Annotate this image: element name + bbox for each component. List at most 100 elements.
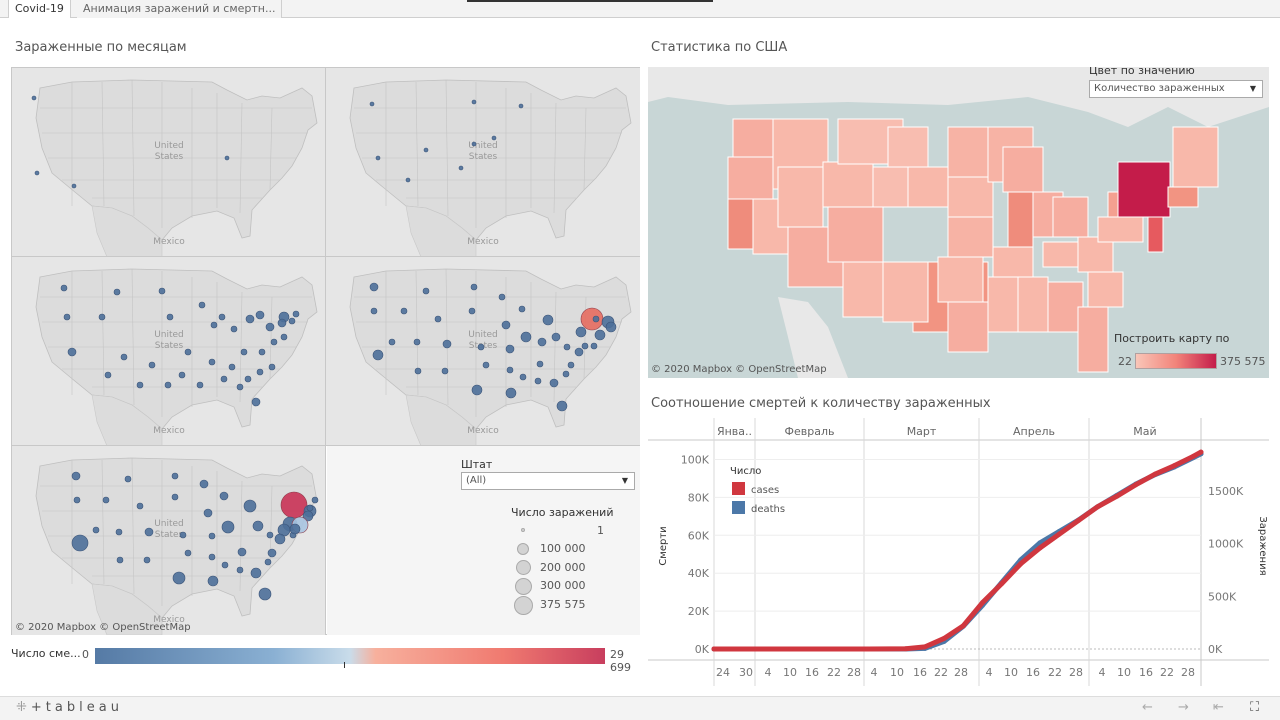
state-bubble[interactable] — [113, 288, 121, 296]
state-bubble[interactable] — [73, 496, 81, 504]
state-region[interactable] — [1007, 191, 1034, 248]
state-bubble[interactable] — [258, 587, 272, 601]
state-bubble[interactable] — [592, 315, 600, 323]
state-region[interactable] — [947, 176, 994, 218]
state-region[interactable] — [1052, 196, 1089, 238]
state-region[interactable] — [1077, 236, 1114, 273]
state-filter-select[interactable]: (All) ▼ — [461, 472, 635, 490]
state-region[interactable] — [1002, 146, 1044, 193]
state-bubble[interactable] — [302, 510, 314, 522]
state-bubble[interactable] — [71, 471, 81, 481]
state-bubble[interactable] — [471, 384, 483, 396]
state-region[interactable] — [1167, 186, 1199, 208]
state-region[interactable] — [887, 126, 929, 168]
state-bubble[interactable] — [518, 305, 526, 313]
state-bubble[interactable] — [184, 348, 192, 356]
redo-icon[interactable]: → — [1178, 700, 1189, 715]
state-bubble[interactable] — [536, 360, 544, 368]
state-bubble[interactable] — [575, 326, 587, 338]
state-region[interactable] — [882, 261, 929, 323]
state-bubble[interactable] — [136, 502, 144, 510]
state-bubble[interactable] — [458, 165, 464, 171]
state-region[interactable] — [947, 126, 989, 178]
state-bubble[interactable] — [98, 313, 106, 321]
state-bubble[interactable] — [292, 310, 300, 318]
state-bubble[interactable] — [243, 499, 257, 513]
state-bubble[interactable] — [551, 332, 561, 342]
state-bubble[interactable] — [518, 103, 524, 109]
state-bubble[interactable] — [104, 371, 112, 379]
state-bubble[interactable] — [171, 472, 179, 480]
map-month-1[interactable]: United States Mexico — [12, 68, 326, 257]
state-bubble[interactable] — [237, 547, 247, 557]
state-bubble[interactable] — [563, 343, 571, 351]
state-bubble[interactable] — [369, 101, 375, 107]
state-region[interactable] — [947, 301, 989, 353]
state-bubble[interactable] — [221, 520, 235, 534]
state-bubble[interactable] — [31, 95, 37, 101]
state-bubble[interactable] — [203, 508, 213, 518]
state-bubble[interactable] — [221, 561, 229, 569]
state-bubble[interactable] — [498, 293, 506, 301]
state-bubble[interactable] — [370, 307, 378, 315]
state-region[interactable] — [947, 216, 994, 258]
state-bubble[interactable] — [505, 344, 515, 354]
state-bubble[interactable] — [256, 368, 264, 376]
us-choropleth-map[interactable]: Цвет по значению Количество зараженных ▼… — [648, 67, 1269, 378]
state-bubble[interactable] — [270, 338, 278, 346]
state-bubble[interactable] — [574, 347, 584, 357]
state-bubble[interactable] — [179, 531, 187, 539]
state-bubble[interactable] — [244, 375, 252, 383]
state-bubble[interactable] — [505, 387, 517, 399]
state-bubble[interactable] — [196, 381, 204, 389]
state-region[interactable] — [1087, 271, 1124, 308]
state-bubble[interactable] — [405, 177, 411, 183]
state-bubble[interactable] — [148, 361, 156, 369]
state-bubble[interactable] — [491, 135, 497, 141]
state-region[interactable] — [777, 166, 824, 228]
state-region[interactable] — [1147, 216, 1164, 253]
state-bubble[interactable] — [471, 141, 477, 147]
state-bubble[interactable] — [230, 325, 238, 333]
state-bubble[interactable] — [372, 349, 384, 361]
state-bubble[interactable] — [220, 375, 228, 383]
cases-deaths-chart[interactable]: Янва.. Февраль Март Апрель Май 0K 20K 40K 60K 80K… — [648, 418, 1269, 686]
state-bubble[interactable] — [116, 556, 124, 564]
state-bubble[interactable] — [520, 331, 532, 343]
state-bubble[interactable] — [280, 333, 288, 341]
state-bubble[interactable] — [413, 338, 421, 346]
state-bubble[interactable] — [228, 363, 236, 371]
fullscreen-icon[interactable]: ⛶ — [1250, 700, 1260, 715]
state-bubble[interactable] — [34, 170, 40, 176]
state-bubble[interactable] — [92, 526, 100, 534]
state-bubble[interactable] — [198, 301, 206, 309]
state-bubble[interactable] — [468, 307, 476, 315]
deaths-color-ramp[interactable] — [95, 648, 605, 664]
state-bubble[interactable] — [400, 307, 408, 315]
state-bubble[interactable] — [590, 342, 598, 350]
state-bubble[interactable] — [250, 567, 262, 579]
state-bubble[interactable] — [288, 317, 296, 325]
state-bubble[interactable] — [274, 533, 286, 545]
state-bubble[interactable] — [71, 534, 89, 552]
tab-animation[interactable]: Анимация заражений и смертн... — [77, 0, 283, 18]
state-bubble[interactable] — [210, 321, 218, 329]
state-bubble[interactable] — [63, 313, 71, 321]
state-bubble[interactable] — [549, 378, 559, 388]
state-bubble[interactable] — [178, 371, 186, 379]
state-bubble[interactable] — [594, 329, 606, 341]
state-bubble[interactable] — [442, 339, 452, 349]
state-region[interactable] — [992, 246, 1034, 278]
state-bubble[interactable] — [311, 496, 319, 504]
state-bubble[interactable] — [581, 342, 589, 350]
state-bubble[interactable] — [289, 523, 301, 535]
state-bubble[interactable] — [537, 337, 547, 347]
state-bubble[interactable] — [252, 520, 264, 532]
state-bubble[interactable] — [422, 287, 430, 295]
state-bubble[interactable] — [388, 338, 396, 346]
state-bubble[interactable] — [171, 493, 179, 501]
state-bubble[interactable] — [199, 479, 209, 489]
state-bubble[interactable] — [207, 575, 219, 587]
state-bubble[interactable] — [501, 320, 511, 330]
